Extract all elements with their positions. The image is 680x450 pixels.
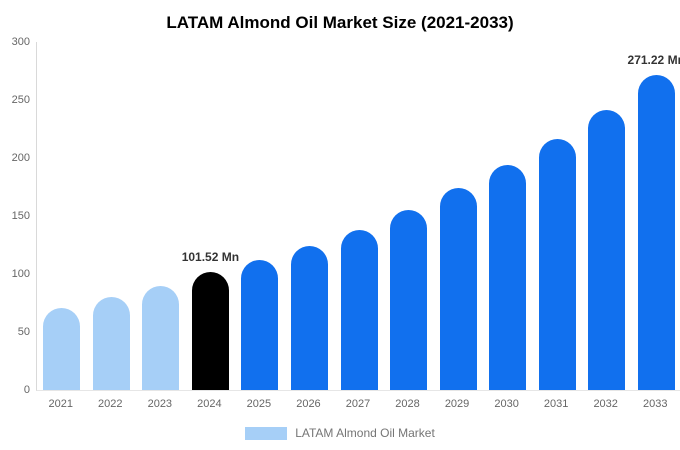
x-axis-label-2022: 2022	[98, 398, 123, 410]
legend-swatch	[245, 426, 288, 440]
bar-2025[interactable]	[241, 260, 279, 390]
legend-label: LATAM Almond Oil Market	[295, 426, 435, 440]
x-axis-label-2024: 2024	[197, 398, 222, 410]
bar-2033[interactable]	[637, 75, 675, 390]
bar-value-label-2033: 271.22 Mn	[627, 53, 680, 68]
bar-2031[interactable]	[538, 139, 576, 390]
bar-2032[interactable]	[588, 110, 626, 390]
legend-item[interactable]: LATAM Almond Oil Market	[0, 426, 680, 440]
x-axis-label-2030: 2030	[494, 398, 519, 410]
y-axis-tick-200: 200	[11, 152, 30, 164]
bar-2030[interactable]	[489, 164, 527, 390]
chart-title: LATAM Almond Oil Market Size (2021-2033)	[166, 13, 514, 32]
y-axis-tick-150: 150	[11, 210, 30, 222]
y-axis-tick-100: 100	[11, 268, 30, 280]
bar-2029[interactable]	[439, 188, 477, 390]
bar-2028[interactable]	[390, 210, 428, 390]
bar-2026[interactable]	[290, 246, 328, 390]
x-axis: 2021 2022 2023 2024 2025 2026 2027 2028 2029 2030…	[36, 398, 680, 414]
x-axis-label-2031: 2031	[543, 398, 569, 410]
x-axis-label-2021: 2021	[48, 398, 73, 410]
y-axis-tick-300: 300	[11, 36, 30, 48]
x-axis-label-2028: 2028	[395, 398, 420, 410]
y-axis-tick-250: 250	[11, 94, 30, 106]
plot-area: 101.52 Mn 271.22 Mn	[36, 42, 680, 391]
bar-2024[interactable]	[191, 272, 229, 390]
bar-2022[interactable]	[92, 297, 130, 390]
x-axis-label-2023: 2023	[147, 398, 173, 410]
bar-2027[interactable]	[340, 229, 378, 390]
y-axis-tick-50: 50	[17, 326, 30, 338]
bar-2023[interactable]	[142, 285, 180, 390]
x-axis-label-2026: 2026	[296, 398, 321, 410]
x-axis-label-2027: 2027	[345, 398, 371, 410]
x-axis-label-2029: 2029	[444, 398, 470, 410]
y-axis-tick-0: 0	[23, 384, 30, 396]
bar-2021[interactable]	[43, 307, 81, 390]
x-axis-label-2032: 2032	[593, 398, 618, 410]
y-axis: 0 50 100 150 200 250 300	[0, 36, 30, 396]
x-axis-label-2025: 2025	[246, 398, 272, 410]
bar-value-label-2024: 101.52 Mn	[181, 250, 240, 265]
x-axis-label-2033: 2033	[642, 398, 668, 410]
